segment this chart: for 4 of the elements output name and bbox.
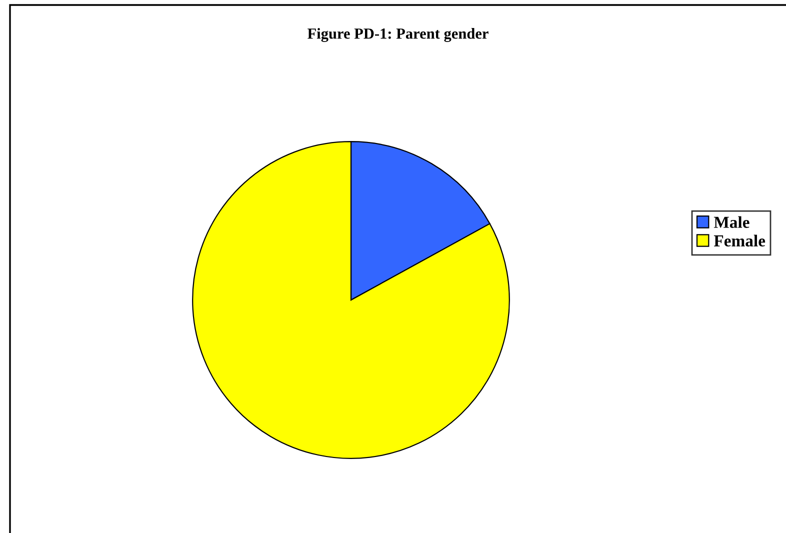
legend-label: Female [714,234,766,246]
pie-slice [192,141,510,459]
legend-label: Male [714,216,750,228]
chart-title: Figure PD-1: Parent gender [308,28,488,42]
